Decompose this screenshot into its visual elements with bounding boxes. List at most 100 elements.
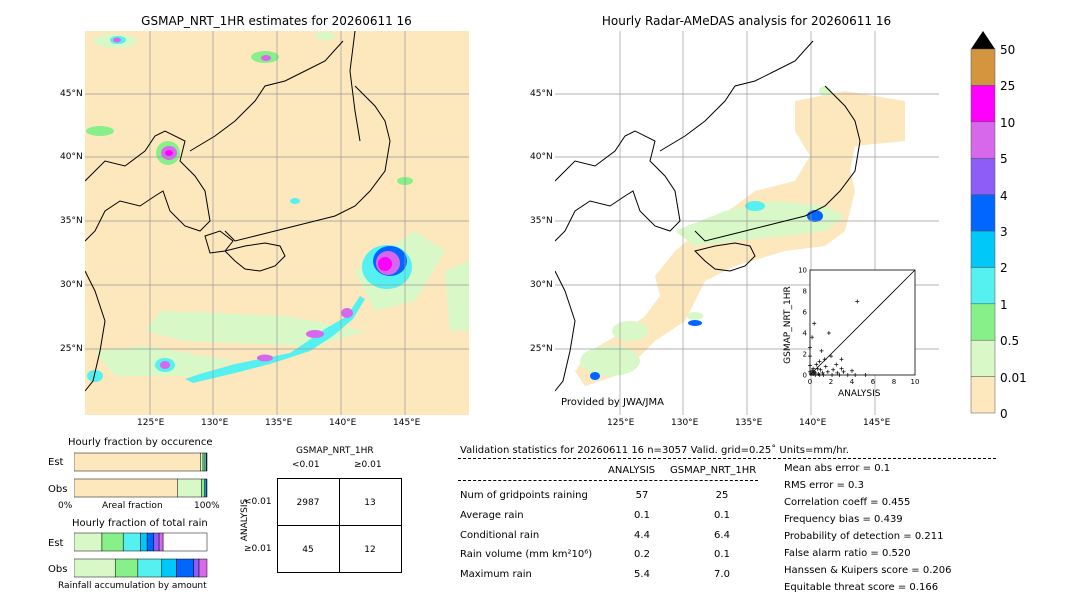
validation-row-label: Maximum rain — [460, 569, 532, 580]
contingency-col-pos: ≥0.01 — [354, 460, 382, 470]
scatter-point — [812, 321, 817, 326]
fraction-segment — [146, 532, 155, 552]
scatter-point — [821, 373, 826, 377]
scatter-point — [817, 359, 822, 364]
colorbar-bin — [970, 194, 996, 232]
scatter-y-tick: 10 — [798, 267, 807, 275]
left-lat-tick-30: 30°N — [60, 280, 83, 290]
data-credit: Provided by JWA/JMA — [561, 397, 664, 408]
validation-header: Validation statistics for 20260611 16 n=… — [460, 445, 849, 456]
left-lon-tick-140: 140°E — [329, 418, 357, 428]
right-map-title: Hourly Radar-AMeDAS analysis for 2026061… — [601, 14, 892, 28]
right-lon-tick-145: 145°E — [863, 418, 891, 428]
validation-row-gsmap: 6.4 — [714, 530, 730, 541]
scatter-y-tick: 8 — [803, 288, 807, 296]
colorbar-bin — [970, 48, 996, 86]
scatter-point — [835, 370, 840, 375]
score-rmse: RMS error = 0.3 — [784, 480, 864, 491]
fraction-segment — [114, 558, 139, 578]
colorbar-bin — [970, 230, 996, 268]
colorbar-label: 0 — [1000, 407, 1008, 421]
colorbar-label: 25 — [1000, 79, 1016, 94]
colorbar — [970, 31, 996, 414]
colorbar-bin — [970, 121, 996, 159]
colorbar-extend-arrow — [971, 31, 995, 49]
colorbar-bin — [970, 267, 996, 305]
left-lat-tick-45: 45°N — [60, 89, 83, 99]
scatter-point — [845, 373, 850, 377]
validation-row-label: Num of gridpoints raining — [460, 490, 588, 501]
scatter-y-tick: 0 — [803, 372, 807, 380]
occurrence-row-obs: Obs — [48, 484, 68, 495]
validation-row-gsmap: 0.1 — [714, 510, 730, 521]
fraction-segment — [137, 558, 163, 578]
scatter-point — [808, 369, 812, 374]
fraction-segment — [74, 452, 201, 472]
scatter-point — [830, 373, 835, 377]
contingency-cell-pp: 12 — [364, 545, 376, 555]
right-lat-tick-40: 40°N — [530, 152, 553, 162]
validation-row-gsmap: 0.1 — [714, 549, 730, 560]
left-rain-patches — [86, 32, 469, 383]
scatter-point — [811, 366, 816, 371]
scatter-point — [831, 367, 836, 372]
scatter-point — [818, 367, 823, 372]
scatter-plot: 00 2 2 4 4 6 6 8 8 10 10 — [798, 267, 920, 387]
left-lon-tick-145: 145°E — [393, 418, 421, 428]
fraction-segment — [176, 558, 194, 578]
scatter-point — [808, 345, 812, 350]
scatter-point — [829, 354, 833, 359]
score-mae: Mean abs error = 0.1 — [784, 463, 891, 474]
scatter-point — [813, 373, 818, 377]
colorbar-bin — [970, 85, 996, 123]
scatter-y-tick: 4 — [803, 330, 808, 338]
fraction-segment — [153, 532, 160, 552]
scatter-point — [863, 373, 868, 377]
left-lat-tick-25: 25°N — [60, 344, 83, 354]
scatter-point — [815, 366, 820, 371]
scatter-point — [853, 373, 858, 377]
scatter-point — [810, 368, 815, 373]
contingency-row-pos: ≥0.01 — [244, 544, 272, 554]
right-lat-tick-35: 35°N — [530, 216, 553, 226]
scatter-point — [820, 370, 825, 375]
scatter-x-tick: 2 — [829, 378, 833, 386]
left-lon-tick-135: 135°E — [265, 418, 293, 428]
scatter-x-tick: 6 — [871, 378, 876, 386]
colorbar-label: 4 — [1000, 188, 1008, 203]
colorbar-bin — [970, 157, 996, 195]
scatter-point — [809, 371, 814, 376]
occurrence-title: Hourly fraction by occurence — [68, 437, 213, 448]
right-lon-tick-135: 135°E — [735, 418, 763, 428]
scatter-diagonal — [809, 269, 916, 376]
colorbar-label: 1 — [1000, 297, 1008, 312]
validation-row-analysis: 0.2 — [634, 549, 650, 560]
right-lat-tick-45: 45°N — [530, 89, 553, 99]
fraction-segment — [101, 532, 124, 552]
scatter-points — [808, 299, 868, 377]
scatter-x-tick: 10 — [911, 378, 920, 386]
fraction-segment — [140, 532, 148, 552]
fraction-segment — [122, 532, 141, 552]
scatter-x-tick: 0 — [808, 378, 812, 386]
colorbar-bin — [970, 339, 996, 377]
right-lon-tick-130: 130°E — [671, 418, 699, 428]
scatter-point — [850, 368, 854, 373]
fraction-segment — [74, 532, 103, 552]
fraction-segment — [206, 452, 208, 472]
fraction-segment — [202, 452, 206, 472]
validation-row-label: Rain volume (mm km²10⁶) — [460, 549, 593, 560]
colorbar-label: 0.5 — [1000, 334, 1020, 349]
scatter-point — [823, 364, 828, 369]
total-rain-row-est: Est — [48, 538, 64, 549]
total-rain-row-obs: Obs — [48, 564, 68, 575]
right-lon-tick-140: 140°E — [799, 418, 827, 428]
scatter-point — [839, 357, 844, 362]
total-rain-footer: Rainfall accumulation by amount — [58, 581, 207, 591]
scatter-point — [814, 362, 819, 367]
scatter-point — [825, 369, 830, 374]
colorbar-bin — [970, 303, 996, 341]
left-lat-tick-40: 40°N — [60, 152, 83, 162]
validation-row-label: Average rain — [460, 510, 524, 521]
left-map — [85, 31, 469, 415]
